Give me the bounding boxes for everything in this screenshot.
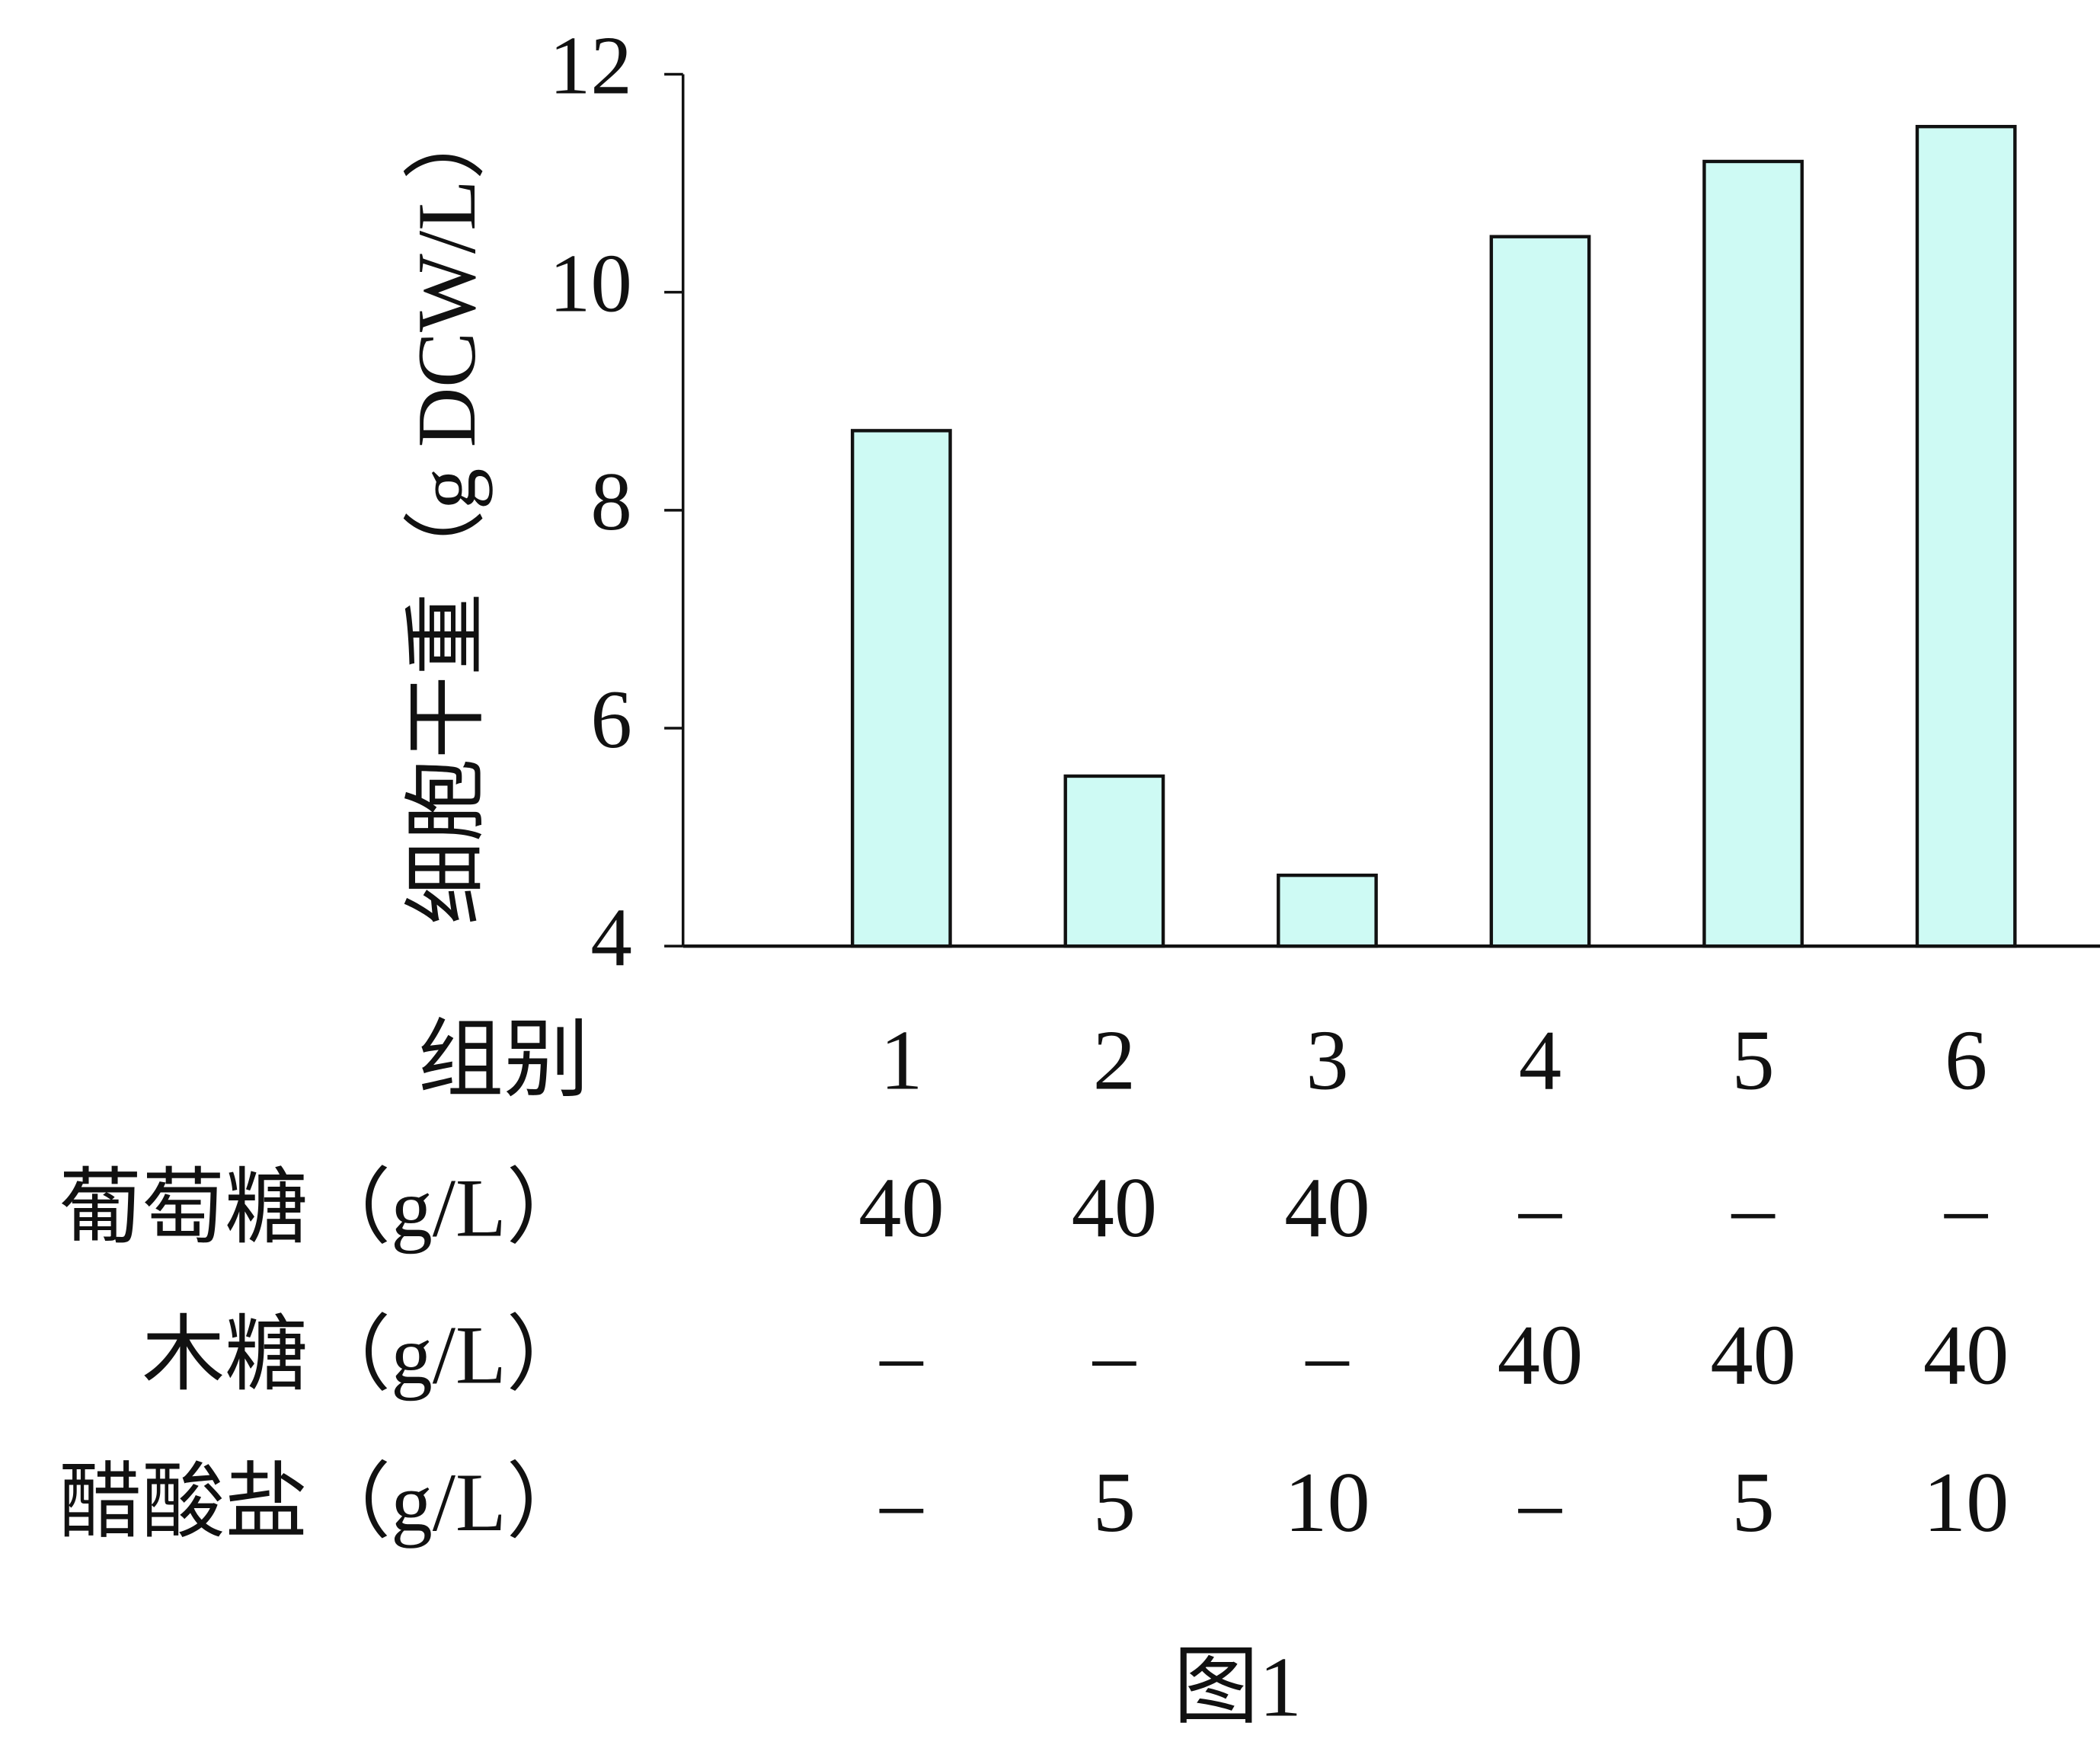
x-tick-label: 6 <box>1945 1014 1987 1108</box>
table-cell: 40 <box>1710 1309 1796 1403</box>
y-tick-label: 12 <box>549 20 632 112</box>
table-cell: – <box>879 1309 924 1403</box>
table-cell: 40 <box>1284 1161 1370 1255</box>
x-tick-label: 2 <box>1093 1014 1136 1108</box>
table-cell: – <box>1305 1309 1350 1403</box>
x-tick-label: 1 <box>880 1014 922 1108</box>
bar <box>1702 159 1804 948</box>
table-cell: – <box>1518 1161 1563 1255</box>
table-cell: 40 <box>1497 1309 1584 1403</box>
table-cell: 10 <box>1923 1456 2009 1550</box>
table-cell: 5 <box>1731 1456 1774 1550</box>
y-tick-label: 6 <box>590 673 632 765</box>
table-cell: 10 <box>1284 1456 1370 1550</box>
table-cell: 40 <box>858 1161 945 1255</box>
table-cell: 40 <box>1923 1309 2009 1403</box>
table-cell: 40 <box>1072 1161 1158 1255</box>
bar <box>1277 873 1378 948</box>
table-cell: – <box>1518 1456 1563 1550</box>
table-cell: – <box>1092 1309 1137 1403</box>
x-tick-label: 3 <box>1306 1014 1348 1108</box>
table-row-label: 葡萄糖（g/L） <box>59 1162 589 1254</box>
caption: 图1 <box>1173 1641 1302 1735</box>
y-tick-label: 10 <box>549 238 632 330</box>
bar <box>850 429 952 948</box>
bar <box>1489 235 1591 948</box>
table-row-label: 醋酸盐（g/L） <box>59 1456 589 1548</box>
table-cell: 5 <box>1093 1456 1136 1550</box>
bar <box>1915 124 2017 948</box>
table-cell: – <box>879 1456 924 1550</box>
categories-label: 组别 <box>418 1014 590 1108</box>
y-tick-label: 8 <box>590 455 632 548</box>
y-tick-label: 4 <box>590 891 632 983</box>
x-tick-label: 5 <box>1731 1014 1774 1108</box>
table-cell: – <box>1731 1161 1776 1255</box>
y-axis-title: 细胞干重（g DCW/L） <box>401 97 493 925</box>
bar <box>1063 774 1165 948</box>
table-cell: – <box>1944 1161 1989 1255</box>
x-tick-label: 4 <box>1519 1014 1561 1108</box>
table-row-label: 木糖（g/L） <box>142 1309 589 1401</box>
